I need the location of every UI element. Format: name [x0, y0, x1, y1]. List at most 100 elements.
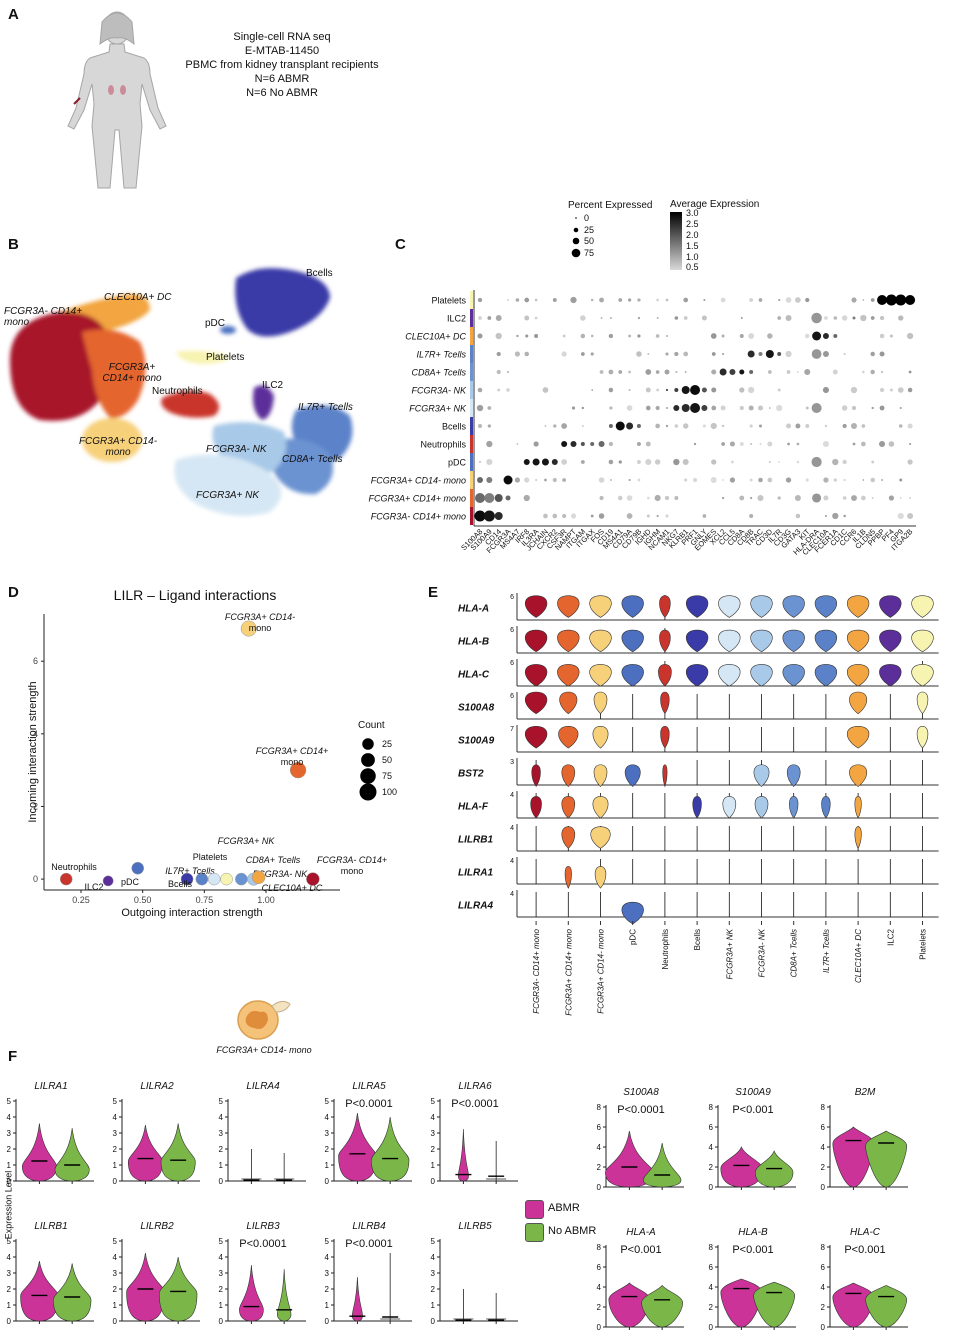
scatter-legend-label-75: 75 [382, 771, 392, 781]
violin-ymax-label: 7 [510, 726, 514, 733]
dotplot-row-color-platelets [470, 291, 473, 309]
dotplot-dot [749, 513, 754, 519]
f-gene-title-lilrb5: LILRB5 [458, 1221, 492, 1232]
dotplot-dot [477, 297, 483, 303]
percent-expressed-legend [571, 217, 581, 258]
violin-hla-b-clec10a-dc [846, 629, 870, 653]
dotplot-dot [682, 458, 689, 466]
scatter-label-bcells: Bcells [168, 879, 193, 889]
dotplot-dot [608, 387, 614, 393]
dotplot-dot [655, 423, 660, 429]
f-y-tick-label: 2 [597, 1163, 602, 1172]
dotplot-dot [786, 423, 792, 429]
dotplot-dot [665, 514, 669, 518]
dotplot-dot [654, 494, 661, 502]
dotplot-dot [794, 494, 801, 502]
violin-column-label-clec10a-dc: CLEC10A+ DC [854, 929, 863, 983]
dotplot-dot [749, 424, 753, 428]
scatter-point-bcells [180, 872, 194, 886]
f-y-tick-label: 3 [325, 1129, 330, 1138]
violin-hla-a-fcgr3a-nk [750, 595, 773, 618]
f-y-tick-label: 3 [219, 1129, 224, 1138]
dotplot-dot [729, 477, 736, 483]
dotplot-dot [739, 442, 744, 446]
umap-cluster-pdc [220, 326, 236, 334]
violin-ymax-label: 4 [510, 792, 514, 799]
violin-hla-f-fcgr3a-nk [722, 796, 737, 819]
dotplot-dot [478, 316, 482, 320]
dotplot-dot [757, 494, 764, 502]
violin-column-label-fcgr3a-nk: FCGR3A- NK [758, 928, 767, 977]
dotplot-row-color-ilc2 [470, 309, 473, 327]
violin-bst2-neutrophils [662, 764, 668, 788]
dotplot-dot [749, 478, 753, 482]
f-y-tick-label: 4 [219, 1253, 224, 1262]
scatter-point-pdc [131, 861, 144, 875]
f-gene-title-lilrb3: LILRB3 [246, 1221, 280, 1232]
dotplot-dot [778, 298, 781, 302]
stacked-violin-plot: HLA-A 6 HLA-B 6 HLA-C 6 S100A8 6 S100A9 7 BST2 3 HLA… [458, 593, 939, 1016]
dotplot-dot [675, 370, 678, 374]
f-y-tick-label: 4 [431, 1253, 436, 1262]
dotplot-dot [524, 477, 530, 483]
dotplot-dot [656, 388, 660, 392]
f-violin-s100a8-abmr [605, 1130, 654, 1188]
dotplot-dot [590, 514, 594, 518]
violin-hla-a-bcells [685, 595, 709, 618]
dotplot-dot [776, 404, 783, 412]
dotplot-dot [750, 442, 753, 446]
dotplot-dot [907, 513, 914, 519]
dotplot-dot [767, 441, 773, 447]
dotplot-dot [796, 442, 800, 446]
dotplot-dot [665, 352, 669, 356]
f-y-tick-label: 8 [821, 1103, 826, 1112]
dotplot-dot [812, 493, 822, 503]
scatter-y-tick-label: 2 [33, 801, 38, 811]
f-gene-title-s100a9: S100A9 [735, 1087, 771, 1098]
violin-gene-label-s100a9: S100A9 [458, 736, 495, 747]
violin-bst2-fcgr3a-cd14-mono [531, 764, 541, 788]
dotplot-dot [729, 369, 736, 375]
dotplot-dot [842, 423, 847, 429]
dotplot-dot [729, 441, 735, 447]
dotplot-dot [824, 316, 828, 320]
f-y-tick-label: 2 [7, 1285, 12, 1294]
dotplot-dot [615, 421, 625, 431]
f-y-tick-label: 2 [113, 1285, 118, 1294]
dotplot-dot [618, 495, 623, 501]
dotplot-dot [711, 405, 717, 411]
f-y-tick-label: 1 [325, 1161, 330, 1170]
f-y-tick-label: 2 [709, 1163, 714, 1172]
dotplot-row-label-fcgr3a-cd14-mono: FCGR3A+ CD14+ mono [368, 494, 466, 504]
violin-hla-c-fcgr3a-cd14-mono [524, 664, 548, 687]
dotplot-dot [682, 423, 689, 429]
scatter-legend-label-50: 50 [382, 755, 392, 765]
scatter-x-tick-label: 1.00 [257, 895, 275, 905]
dotplot-dot [908, 370, 912, 374]
violin-hla-f-fcgr3a-cd14-mono [530, 796, 542, 819]
dotplot-dot [524, 351, 530, 357]
violin-lilrb1-fcgr3a-cd14-mono [561, 826, 576, 849]
dotplot-dot [796, 370, 799, 374]
f-violin-hla-a-no-abmr [641, 1284, 684, 1328]
violin-ymax-label: 4 [510, 858, 514, 865]
colorbar-label-0-5: 0.5 [686, 262, 699, 272]
dotplot-dot [824, 515, 827, 517]
violin-s100a8-fcgr3a-cd14-mono [524, 691, 548, 715]
study-info-line-5: N=6 No ABMR [246, 87, 318, 99]
violin-column-label-platelets: Platelets [919, 929, 928, 960]
violin-gene-label-hla-f: HLA-F [458, 802, 489, 813]
violin-hla-a-fcgr3a-cd14-mono [589, 595, 612, 618]
f-y-tick-label: 1 [431, 1301, 436, 1310]
f-y-tick-label: 1 [219, 1161, 224, 1170]
dotplot-dot [674, 496, 679, 500]
dotplot-dot [898, 424, 903, 428]
dotplot-dot [861, 424, 866, 428]
dotplot-dot [475, 493, 485, 503]
dotplot-dot [843, 478, 846, 482]
dotplot-dot [507, 299, 510, 301]
f-gene-title-s100a8: S100A8 [623, 1087, 659, 1098]
dotplot-dot [899, 478, 903, 482]
dotplot-dot [523, 459, 530, 465]
violin-hla-a-cd8a-tcells [782, 595, 805, 618]
